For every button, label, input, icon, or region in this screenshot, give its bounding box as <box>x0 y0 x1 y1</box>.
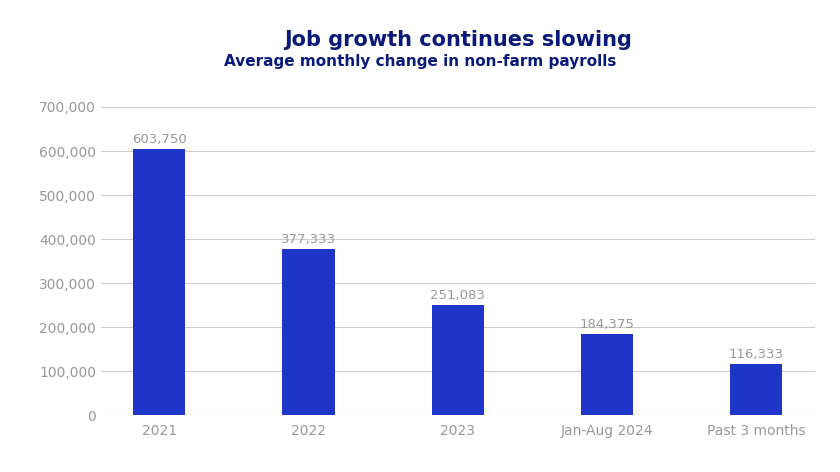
Text: 116,333: 116,333 <box>729 348 784 361</box>
Text: Average monthly change in non-farm payrolls: Average monthly change in non-farm payro… <box>223 54 617 69</box>
Bar <box>282 249 334 415</box>
Text: 184,375: 184,375 <box>580 318 634 331</box>
Text: 603,750: 603,750 <box>132 133 186 146</box>
Bar <box>730 364 782 415</box>
Text: 251,083: 251,083 <box>430 289 486 302</box>
Text: 377,333: 377,333 <box>281 233 336 246</box>
Bar <box>432 305 484 415</box>
Title: Job growth continues slowing: Job growth continues slowing <box>284 30 632 50</box>
Bar <box>581 334 633 415</box>
Bar <box>134 150 186 415</box>
